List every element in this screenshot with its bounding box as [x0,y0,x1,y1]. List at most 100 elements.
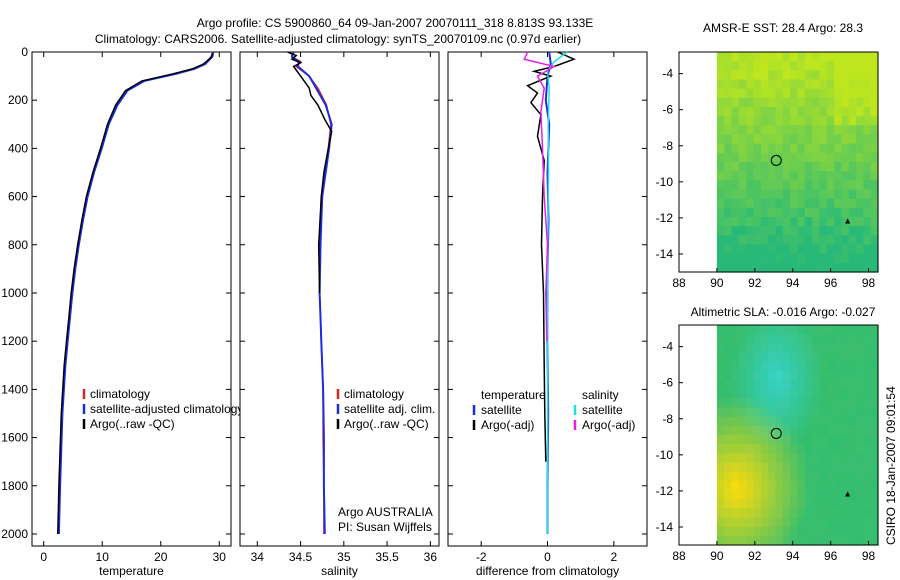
map-cell [826,134,835,145]
map-cell [731,517,740,528]
map-cell [834,171,842,181]
map-cell [797,480,806,491]
map-cell [819,70,828,81]
map-cell [775,125,784,136]
map-cell [790,499,798,509]
map-cell [731,162,740,172]
map-cell [738,143,747,154]
map-cell [753,244,762,255]
map-cell [856,97,864,108]
map-cell [724,198,733,209]
map-cell [804,517,813,528]
map-cell [804,253,813,264]
map-cell [841,535,850,546]
map-cell [746,508,755,519]
map-cell [738,352,747,363]
map-cell [775,352,784,363]
map-cell [812,508,820,519]
map-cell [760,97,769,108]
map-cell [826,198,835,209]
map-cell [775,334,784,344]
map-cell [819,435,828,445]
map-cell [870,134,879,145]
map-cell [826,480,835,491]
map-cell [746,152,755,163]
map-cell [775,435,784,445]
map-cell [819,116,828,126]
map-cell [768,244,777,255]
map-cell [819,425,828,436]
map-cell [768,508,777,519]
map-cell [812,244,820,255]
map-cell [841,471,850,482]
map-cell [834,152,842,163]
map-cell [797,416,806,427]
map-cell [768,226,777,236]
map-cell [863,444,872,454]
map-cell [768,444,777,454]
y-tick-label: -8 [662,139,673,153]
map-cell [768,52,777,62]
argo-position-marker [770,427,782,439]
map-cell [841,398,850,409]
series-line-argo-raw-qc- [57,53,214,535]
map-cell [870,189,879,200]
map-cell [782,462,791,473]
map-cell [834,226,842,236]
map-cell [716,70,725,81]
map-cell [834,52,842,62]
map-cell [746,88,755,99]
map-cell [863,334,872,344]
map-cell [797,453,806,464]
map-cell [731,398,740,409]
map-cell [746,480,755,491]
map-cell [760,517,769,528]
map-cell [870,435,879,445]
map-cell [826,235,835,246]
map-cell [804,162,813,172]
map-cell [775,253,784,264]
map-cell [760,425,769,436]
map-cell [870,217,879,227]
y-tick-label: -8 [662,412,673,426]
map-cell [812,334,820,344]
map-cell [848,70,857,81]
map-cell [782,471,791,482]
map-cell [848,143,857,154]
map-cell [731,389,740,399]
map-cell [760,180,769,191]
map-cell [812,207,820,218]
map-cell [760,262,769,273]
map-cell [826,425,835,436]
map-cell [738,125,747,136]
map-cell [716,61,725,71]
legend-label: Argo(..raw -QC) [90,417,175,431]
map-cell [804,325,813,335]
map-cell [848,262,857,273]
map-cell [841,389,850,399]
map-cell [870,416,879,427]
map-cell [819,235,828,246]
map-cell [863,171,872,181]
map-cell [834,262,842,273]
map-cell [753,370,762,381]
y-tick-label: 200 [8,93,28,107]
map-cell [746,416,755,427]
map-cell [870,107,879,117]
map-cell [812,361,820,372]
map-cell [812,398,820,409]
map-cell [768,352,777,363]
map-cell [856,217,864,227]
map-cell [819,508,828,519]
map-cell [856,453,864,464]
map-cell [870,116,879,126]
map-cell [848,389,857,399]
map-cell [841,79,850,90]
map-cell [716,97,725,108]
map-cell [716,226,725,236]
legend-label: satellite adj. clim. [344,402,435,416]
map-cell [834,380,842,390]
map-cell [753,61,762,71]
y-tick-label: 400 [8,141,28,155]
map-cell [716,189,725,200]
